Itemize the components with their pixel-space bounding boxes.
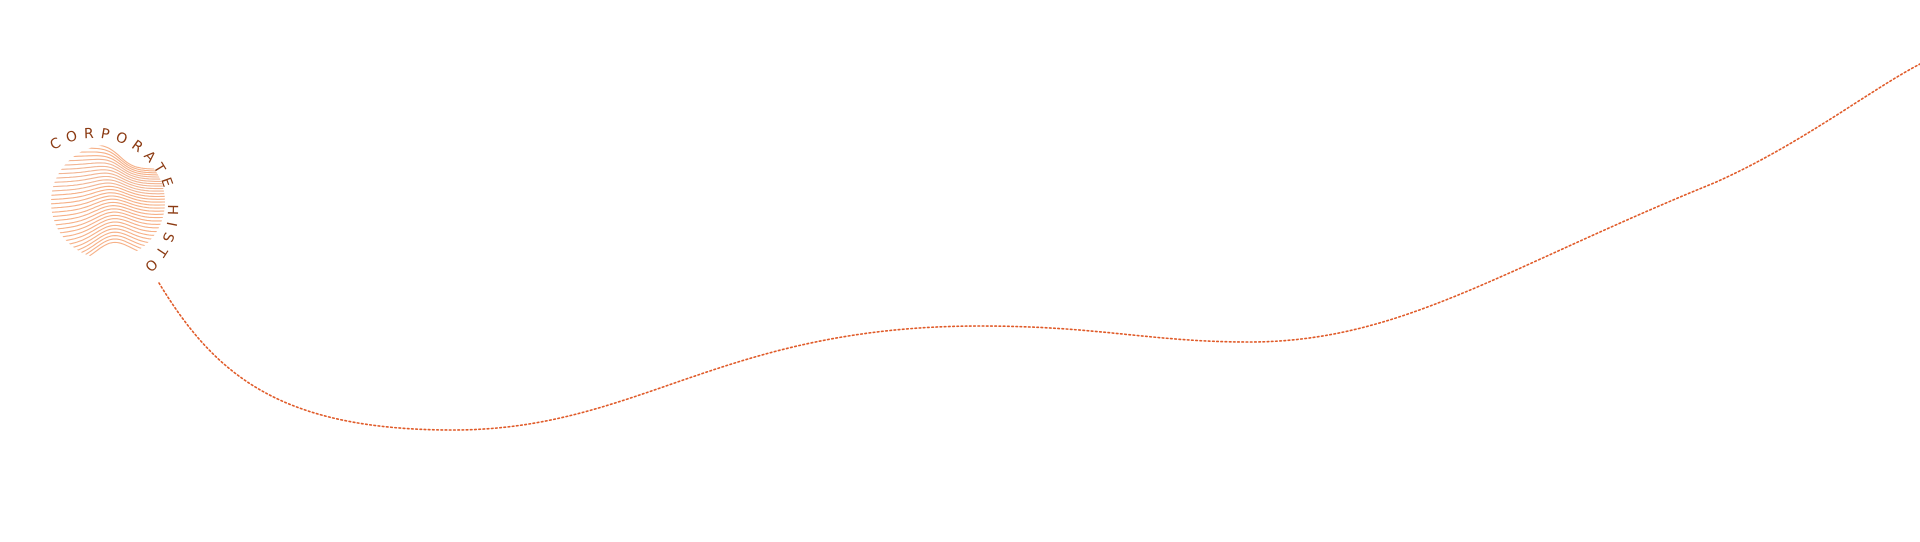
globe-wave-line xyxy=(51,165,165,182)
globe-wave-line xyxy=(51,185,165,198)
globe-wave-line xyxy=(51,201,165,218)
globe-wave-line xyxy=(51,195,165,209)
globe-wave-line xyxy=(51,175,165,190)
corporate-history-logo[interactable]: CORPORATE HISTORY xyxy=(0,0,180,279)
globe-wave-line xyxy=(51,221,165,244)
globe-wave-line xyxy=(51,162,165,180)
timeline-dotted-path xyxy=(158,63,1920,431)
globe-wave-line xyxy=(51,189,165,201)
globe-wave-line xyxy=(51,172,165,187)
globe-wave-line xyxy=(51,218,165,239)
globe-wave-line xyxy=(51,182,165,195)
globe-wave-line xyxy=(51,169,165,185)
globe-wave-line xyxy=(51,205,165,222)
globe-wave-line xyxy=(51,179,165,192)
globe-wave-line xyxy=(51,145,165,170)
globe-wave-line xyxy=(51,211,165,231)
globe-wave-line xyxy=(51,208,165,226)
globe-wave-line xyxy=(51,214,165,235)
globe-wave-line xyxy=(51,192,165,205)
globe-wave-line xyxy=(51,198,165,214)
